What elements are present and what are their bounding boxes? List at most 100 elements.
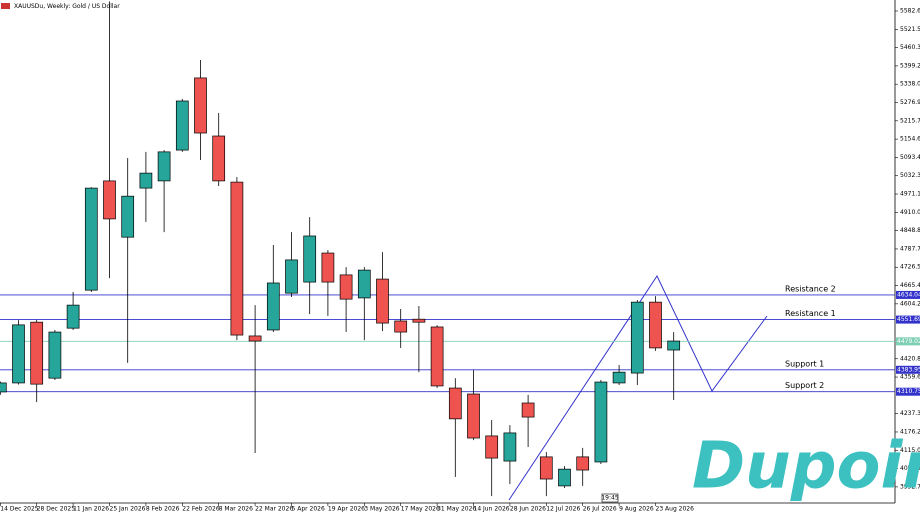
- candle-body: [394, 320, 408, 333]
- y-tick-label: 4726.55: [900, 264, 920, 271]
- candle-body: [248, 335, 262, 342]
- y-tick-label: 4604.25: [900, 300, 920, 307]
- price-tag-label: 4634.04: [897, 291, 920, 298]
- candle-body: [103, 180, 116, 220]
- candle-body: [339, 274, 353, 300]
- y-tick-label: 4359.65: [900, 374, 920, 381]
- candle-body: [576, 456, 590, 471]
- candle-body: [521, 402, 535, 418]
- candle-body: [412, 318, 426, 323]
- x-tick-label: 14 Dec 2025: [0, 506, 39, 513]
- candle-body: [194, 77, 207, 134]
- logo: Dupoin: [692, 430, 920, 504]
- candle-body: [321, 252, 335, 283]
- candle-body: [357, 269, 371, 299]
- candle-body: [175, 100, 189, 151]
- candle-body: [0, 382, 7, 393]
- candle-body: [212, 135, 226, 182]
- time-label: 19:45: [601, 495, 618, 502]
- x-tick-label: 28 Dec 2025: [37, 506, 76, 513]
- y-tick-label: 4787.70: [900, 245, 920, 252]
- y-tick-label: 5338.05: [900, 81, 920, 88]
- y-tick-label: 5276.90: [900, 99, 920, 106]
- x-tick-label: 8 Feb 2026: [146, 506, 180, 513]
- x-tick-label: 11 Jan 2026: [73, 506, 109, 513]
- candle-body: [630, 301, 644, 374]
- y-tick-label: 3992.75: [900, 483, 920, 490]
- candle-body: [558, 468, 571, 487]
- x-tick-label: 31 May 2026: [437, 506, 476, 513]
- y-tick-label: 4665.40: [900, 282, 920, 289]
- y-tick-label: 5154.60: [900, 136, 920, 143]
- x-tick-label: 22 Mar 2026: [255, 506, 293, 513]
- time-box: [601, 493, 619, 503]
- y-tick-label: 5582.65: [900, 7, 920, 14]
- y-tick-label: 5215.75: [900, 117, 920, 124]
- price-tag: [896, 387, 920, 396]
- candle-body: [157, 151, 171, 182]
- candle-body: [66, 304, 80, 329]
- x-tick-label: 28 Jun 2026: [510, 506, 546, 513]
- price-tag: [896, 315, 920, 324]
- chart-title: XAUUSDu, Weekly: Gold / US Dollar: [14, 3, 120, 10]
- y-tick-label: 4115.05: [900, 447, 920, 454]
- x-tick-label: 25 Jan 2026: [110, 506, 146, 513]
- x-tick-label: 22 Feb 2026: [182, 506, 220, 513]
- symbol-icon: [1, 3, 10, 9]
- candle-body: [612, 371, 626, 384]
- candle-body: [12, 324, 25, 384]
- y-tick-label: 4420.80: [900, 355, 920, 362]
- x-tick-label: 9 Aug 2026: [619, 506, 654, 513]
- candle-body: [48, 331, 62, 379]
- price-tag-label: 4551.69: [897, 316, 920, 323]
- y-tick-label: 5032.30: [900, 172, 920, 179]
- x-tick-label: 19 Apr 2026: [328, 506, 365, 513]
- candle-body: [485, 435, 499, 459]
- x-tick-label: 14 Jun 2026: [474, 506, 510, 513]
- candle-body: [503, 432, 517, 462]
- x-tick-label: 5 Apr 2026: [292, 506, 325, 513]
- level-label: Support 1: [785, 359, 824, 368]
- price-tag-label: 4383.95: [897, 366, 920, 373]
- y-tick-label: 5521.50: [900, 26, 920, 33]
- candle-body: [30, 321, 44, 385]
- candle-body: [139, 172, 153, 189]
- candle-body: [285, 259, 298, 294]
- price-tag-label: 4479.02: [897, 338, 920, 345]
- y-tick-label: 5399.20: [900, 62, 920, 69]
- y-tick-label: 4910.00: [900, 209, 920, 216]
- y-tick-label: 4176.20: [900, 428, 920, 435]
- x-tick-label: 23 Aug 2026: [656, 506, 695, 513]
- candle-body: [667, 340, 681, 351]
- price-tag-label: 4310.75: [897, 388, 920, 395]
- candle-body: [649, 301, 662, 349]
- candle-body: [467, 393, 480, 439]
- candle-body: [121, 195, 135, 238]
- candle-body: [594, 381, 608, 463]
- candle-body: [376, 278, 389, 324]
- price-tag: [896, 365, 920, 374]
- y-tick-label: 5093.45: [900, 154, 920, 161]
- level-label: Resistance 2: [785, 284, 836, 293]
- y-tick-label: 5460.35: [900, 44, 920, 51]
- candle-body: [266, 282, 280, 331]
- x-tick-label: 3 May 2026: [364, 506, 399, 513]
- price-tag: [896, 290, 920, 299]
- price-tag: [896, 337, 920, 346]
- y-tick-label: 4971.15: [900, 191, 920, 198]
- y-tick-label: 4237.35: [900, 410, 920, 417]
- y-tick-label: 4848.85: [900, 227, 920, 234]
- candle-body: [539, 456, 553, 480]
- candle-body: [448, 387, 462, 420]
- candle-body: [230, 181, 244, 336]
- y-tick-label: 4053.90: [900, 465, 920, 472]
- candle-body: [84, 187, 98, 291]
- x-tick-label: 8 Mar 2026: [219, 506, 253, 513]
- level-label: Resistance 1: [785, 309, 836, 318]
- x-tick-label: 12 Jul 2026: [546, 506, 580, 513]
- x-tick-label: 17 May 2026: [401, 506, 440, 513]
- candle-body: [430, 326, 444, 387]
- zigzag-projection: [508, 274, 768, 501]
- level-label: Support 2: [785, 381, 824, 390]
